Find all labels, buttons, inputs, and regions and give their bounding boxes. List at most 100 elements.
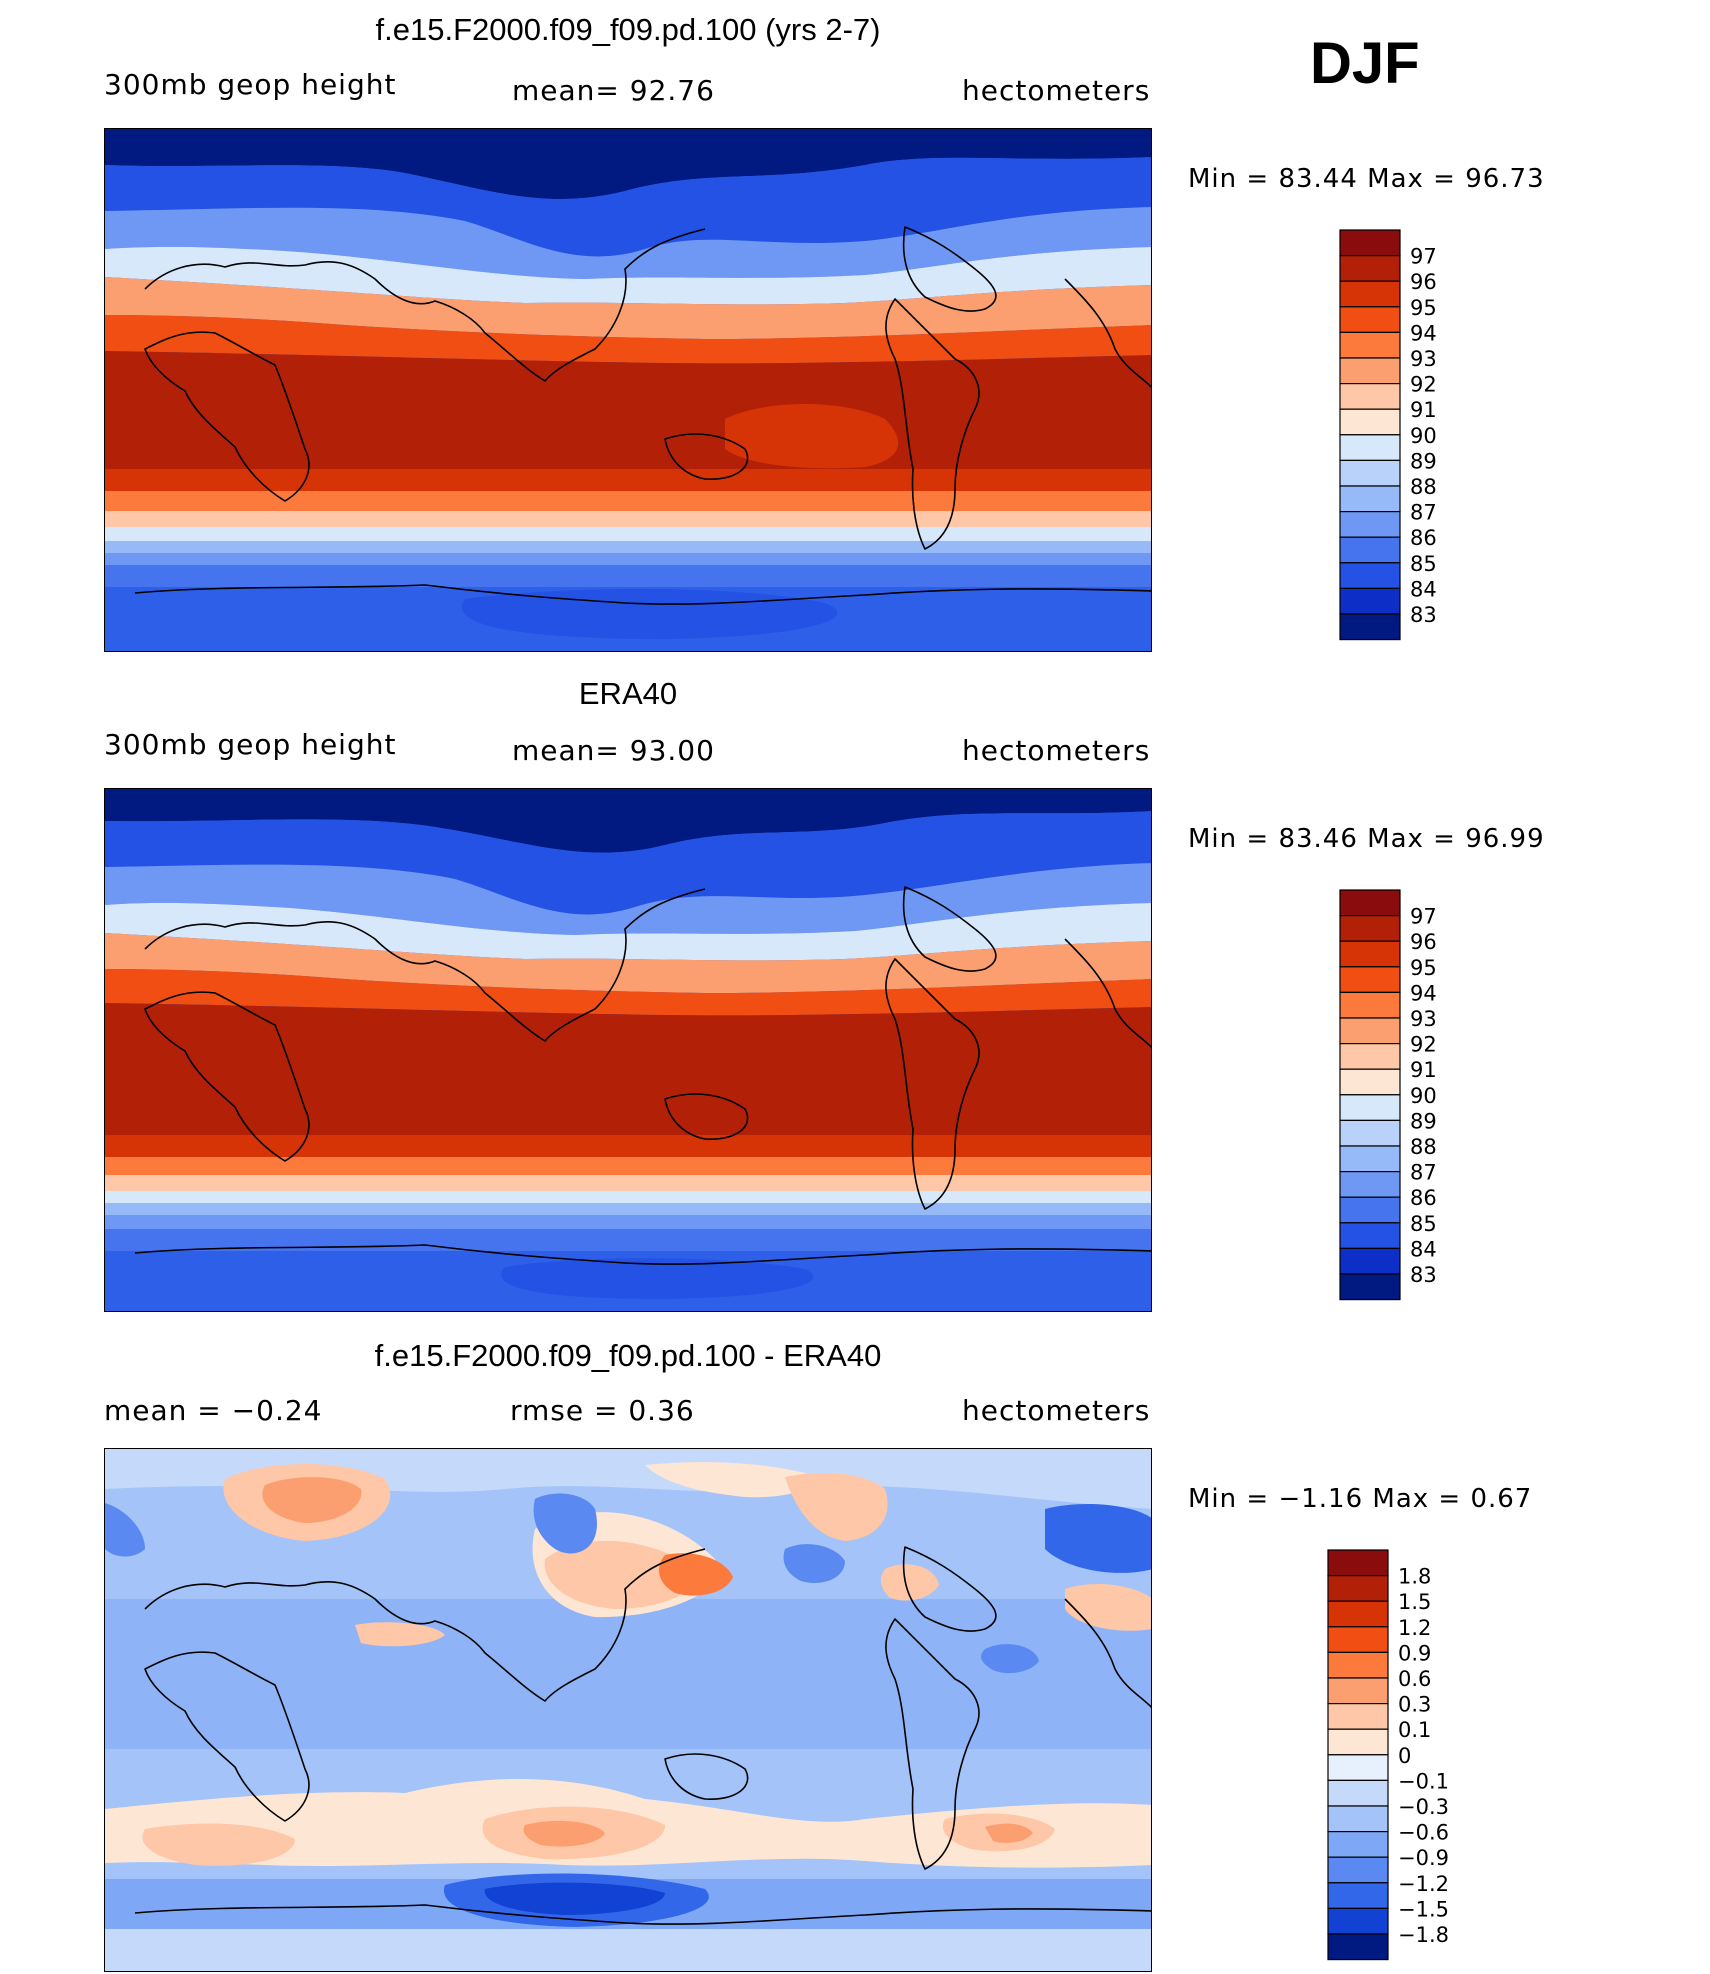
colorbar-swatch	[1327, 1703, 1389, 1730]
colorbar-tick-label: 95	[1410, 956, 1437, 980]
panel1-map	[104, 128, 1152, 652]
colorbar-tick-label: 0.3	[1398, 1693, 1431, 1717]
colorbar-tick-label: 97	[1410, 245, 1437, 269]
panel3-title: f.e15.F2000.f09_f09.pd.100 - ERA40	[374, 1338, 882, 1373]
colorbar-tick-label: 1.8	[1398, 1565, 1431, 1589]
colorbar-swatch	[1339, 306, 1401, 334]
colorbar-swatch	[1327, 1805, 1389, 1833]
colorbar-tick-label: 87	[1410, 1161, 1437, 1185]
panel3-minmax: Min = −1.16 Max = 0.67	[1188, 1484, 1533, 1514]
colorbar-swatch	[1339, 1145, 1401, 1173]
colorbar-swatch	[1327, 1728, 1389, 1756]
colorbar-swatch	[1327, 1831, 1389, 1858]
colorbar-tick-label: −1.8	[1398, 1923, 1449, 1947]
colorbar-swatch	[1339, 1094, 1401, 1122]
colorbar-tick-label: 89	[1410, 449, 1437, 473]
colorbar-swatch	[1339, 229, 1401, 257]
colorbar-tick-label: 88	[1410, 475, 1437, 499]
colorbar-swatch	[1339, 434, 1401, 462]
panel3-units-label: hectometers	[962, 1394, 1151, 1427]
colorbar-tick-label: 96	[1410, 270, 1437, 294]
colorbar-swatch	[1339, 562, 1401, 589]
panel2-variable-label: 300mb geop height	[104, 728, 397, 761]
colorbar-tick-label: 85	[1410, 552, 1437, 576]
colorbar-swatch	[1339, 1119, 1401, 1147]
panel2-map-svg	[105, 789, 1151, 1311]
colorbar-tick-label: 86	[1410, 526, 1437, 550]
colorbar-tick-label: 94	[1410, 321, 1437, 345]
colorbar-tick-label: 90	[1410, 1084, 1437, 1108]
panel3-map-svg	[105, 1449, 1151, 1971]
panel2-title: ERA40	[578, 676, 678, 711]
colorbar-swatch	[1327, 1575, 1389, 1602]
colorbar-tick-label: 93	[1410, 1007, 1437, 1031]
panel2-units-label: hectometers	[962, 734, 1151, 767]
colorbar-tick-label: 0	[1398, 1744, 1411, 1768]
season-label: DJF	[1310, 31, 1420, 96]
colorbar-tick-label: −0.9	[1398, 1846, 1449, 1870]
colorbar-tick-label: 84	[1410, 577, 1437, 601]
colorbar-tick-label: −0.6	[1398, 1821, 1449, 1845]
colorbar-swatch	[1339, 485, 1401, 513]
panel1-map-svg	[105, 129, 1151, 651]
colorbar-tick-label: 91	[1410, 398, 1437, 422]
colorbar-tick-label: 94	[1410, 981, 1437, 1005]
colorbar-tick-label: −0.1	[1398, 1769, 1449, 1793]
panel2-map	[104, 788, 1152, 1312]
colorbar-swatch	[1327, 1754, 1389, 1782]
colorbar-tick-label: 88	[1410, 1135, 1437, 1159]
colorbar-swatch	[1339, 331, 1401, 359]
colorbar-swatch	[1339, 1222, 1401, 1249]
panel2-colorbar: 97 96 95 94 93 92 91 90 89 88 87 86 85 84 83	[1339, 889, 1500, 1301]
colorbar-tick-label: 91	[1410, 1058, 1437, 1082]
colorbar-swatch	[1339, 459, 1401, 487]
panel1-variable-label: 300mb geop height	[104, 68, 397, 101]
colorbar-tick-label: 84	[1410, 1237, 1437, 1261]
colorbar-swatch	[1327, 1549, 1389, 1577]
colorbar-swatch	[1339, 1196, 1401, 1224]
panel1-mean-label: mean= 92.76	[512, 74, 715, 107]
colorbar-swatch	[1339, 357, 1401, 385]
panel1-minmax: Min = 83.44 Max = 96.73	[1188, 164, 1545, 194]
colorbar-swatch	[1339, 966, 1401, 994]
colorbar-tick-label: 97	[1410, 905, 1437, 929]
colorbar-swatch	[1339, 408, 1401, 436]
panel1-colorbar: 97 96 95 94 93 92 91 90 89 88 87 86 85 84 83	[1339, 229, 1500, 641]
colorbar-tick-label: 96	[1410, 930, 1437, 954]
panel2-mean-label: mean= 93.00	[512, 734, 715, 767]
colorbar-swatch	[1339, 940, 1401, 968]
colorbar-swatch	[1339, 1247, 1401, 1275]
colorbar-tick-label: −0.3	[1398, 1795, 1449, 1819]
colorbar-tick-label: 1.2	[1398, 1616, 1431, 1640]
panel1-title: f.e15.F2000.f09_f09.pd.100 (yrs 2-7)	[375, 12, 881, 47]
colorbar-tick-label: 92	[1410, 373, 1437, 397]
colorbar-tick-label: 83	[1410, 1263, 1437, 1287]
colorbar-swatch	[1339, 280, 1401, 308]
colorbar-swatch	[1327, 1907, 1389, 1935]
colorbar-swatch	[1339, 1068, 1401, 1096]
colorbar-tick-label: 0.6	[1398, 1667, 1431, 1691]
colorbar-tick-label: 93	[1410, 347, 1437, 371]
panel2-minmax: Min = 83.46 Max = 96.99	[1188, 824, 1545, 854]
colorbar-tick-label: 83	[1410, 603, 1437, 627]
colorbar-tick-label: 0.1	[1398, 1718, 1431, 1742]
panel1-units-label: hectometers	[962, 74, 1151, 107]
colorbar-swatch	[1327, 1600, 1389, 1628]
colorbar-swatch	[1339, 889, 1401, 917]
colorbar-swatch	[1339, 1273, 1401, 1301]
colorbar-swatch	[1339, 613, 1401, 641]
colorbar-tick-label: 0.9	[1398, 1641, 1431, 1665]
colorbar-swatch	[1339, 383, 1401, 410]
colorbar-tick-label: 1.5	[1398, 1590, 1431, 1614]
colorbar-swatch	[1339, 511, 1401, 538]
colorbar-tick-label: −1.2	[1398, 1872, 1449, 1896]
colorbar-tick-label: 86	[1410, 1186, 1437, 1210]
panel3-colorbar: 1.8 1.5 1.2 0.9 0.6 0.3 0.1 0 −0.1 −0.3 −0.6 −0.9 −1…	[1327, 1549, 1508, 1961]
colorbar-tick-label: 92	[1410, 1033, 1437, 1057]
colorbar-swatch	[1339, 536, 1401, 564]
colorbar-tick-label: 95	[1410, 296, 1437, 320]
colorbar-swatch	[1327, 1856, 1389, 1884]
colorbar-swatch	[1327, 1779, 1389, 1807]
colorbar-swatch	[1339, 1043, 1401, 1070]
